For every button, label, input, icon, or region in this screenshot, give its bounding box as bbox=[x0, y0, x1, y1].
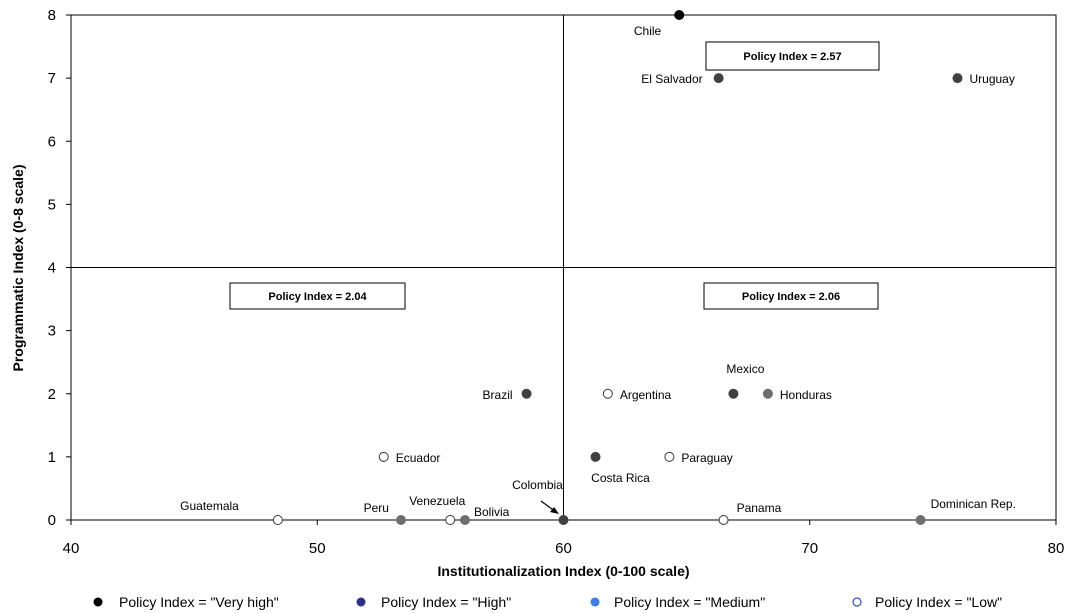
y-tick-label: 7 bbox=[48, 70, 56, 87]
data-point bbox=[395, 515, 406, 525]
colombia-arrow bbox=[540, 500, 559, 514]
data-label: Argentina bbox=[620, 388, 672, 402]
x-tick-label: 80 bbox=[1048, 540, 1065, 557]
data-point bbox=[378, 451, 389, 462]
data-point bbox=[664, 451, 675, 462]
y-tick-label: 4 bbox=[48, 260, 56, 277]
data-point bbox=[952, 73, 963, 84]
y-tick-label: 8 bbox=[48, 7, 56, 24]
data-labels: Chile El Salvador Uruguay Brazil Mexico Hondu… bbox=[180, 24, 1016, 519]
x-tick-label: 60 bbox=[555, 540, 572, 557]
y-axis-label: Programmatic Index (0-8 scale) bbox=[10, 165, 26, 372]
y-axis-ticks: 0 1 2 3 4 5 6 7 8 bbox=[48, 7, 71, 529]
legend-marker-very-high bbox=[93, 597, 103, 607]
data-label: Guatemala bbox=[180, 499, 239, 513]
data-point bbox=[460, 515, 470, 525]
y-tick-label: 5 bbox=[48, 196, 56, 213]
data-point bbox=[762, 388, 773, 399]
data-label: Bolivia bbox=[474, 505, 510, 519]
legend-label-low: Policy Index = "Low" bbox=[875, 594, 1002, 610]
data-label: Brazil bbox=[483, 388, 513, 402]
legend-label-very-high: Policy Index = "Very high" bbox=[119, 594, 279, 610]
data-label: Paraguay bbox=[681, 451, 732, 465]
data-point bbox=[674, 10, 685, 20]
x-tick-label: 70 bbox=[801, 540, 818, 557]
data-point bbox=[445, 515, 456, 525]
annotation-policy-index-top-right: Policy Index = 2.57 bbox=[705, 41, 880, 71]
annotation-policy-index-bottom-right: Policy Index = 2.06 bbox=[703, 282, 879, 310]
data-point bbox=[558, 515, 569, 525]
legend-marker-medium bbox=[590, 597, 600, 607]
data-point bbox=[713, 73, 724, 84]
data-point bbox=[521, 388, 532, 399]
legend-label-high: Policy Index = "High" bbox=[381, 594, 511, 610]
data-label: Colombia bbox=[512, 478, 563, 492]
legend: Policy Index = "Very high" Policy Index … bbox=[93, 594, 1002, 610]
y-tick-label: 1 bbox=[48, 449, 56, 466]
data-label: Mexico bbox=[726, 362, 764, 376]
data-label: Venezuela bbox=[409, 494, 465, 508]
y-tick-label: 2 bbox=[48, 386, 56, 403]
data-label: Uruguay bbox=[970, 72, 1015, 86]
data-point bbox=[602, 388, 613, 399]
data-point bbox=[915, 515, 926, 525]
data-points bbox=[272, 10, 963, 525]
x-tick-label: 50 bbox=[309, 540, 326, 557]
data-point bbox=[728, 388, 739, 399]
data-point bbox=[590, 451, 601, 462]
data-label: Chile bbox=[634, 24, 662, 38]
x-tick-label: 40 bbox=[63, 540, 80, 557]
data-point bbox=[718, 515, 729, 525]
y-tick-label: 0 bbox=[48, 512, 56, 529]
data-label: Ecuador bbox=[396, 451, 441, 465]
data-label: Honduras bbox=[780, 388, 832, 402]
annotation-text: Policy Index = 2.57 bbox=[743, 51, 841, 63]
annotation-text: Policy Index = 2.04 bbox=[268, 291, 367, 303]
y-tick-label: 6 bbox=[48, 133, 56, 150]
data-label: Costa Rica bbox=[591, 471, 650, 485]
x-axis-ticks: 40 50 60 70 80 bbox=[63, 520, 1065, 557]
legend-marker-low bbox=[852, 597, 862, 607]
y-tick-label: 3 bbox=[48, 323, 56, 340]
annotation-policy-index-bottom-left: Policy Index = 2.04 bbox=[229, 282, 406, 310]
data-label: Dominican Rep. bbox=[931, 497, 1016, 511]
x-axis-label: Institutionalization Index (0-100 scale) bbox=[437, 563, 689, 579]
legend-marker-high bbox=[356, 597, 366, 607]
data-label: Panama bbox=[737, 501, 782, 515]
legend-label-medium: Policy Index = "Medium" bbox=[614, 594, 765, 610]
data-point bbox=[272, 515, 283, 525]
data-label: Peru bbox=[364, 501, 389, 515]
annotation-text: Policy Index = 2.06 bbox=[742, 291, 840, 303]
data-label: El Salvador bbox=[641, 72, 702, 86]
